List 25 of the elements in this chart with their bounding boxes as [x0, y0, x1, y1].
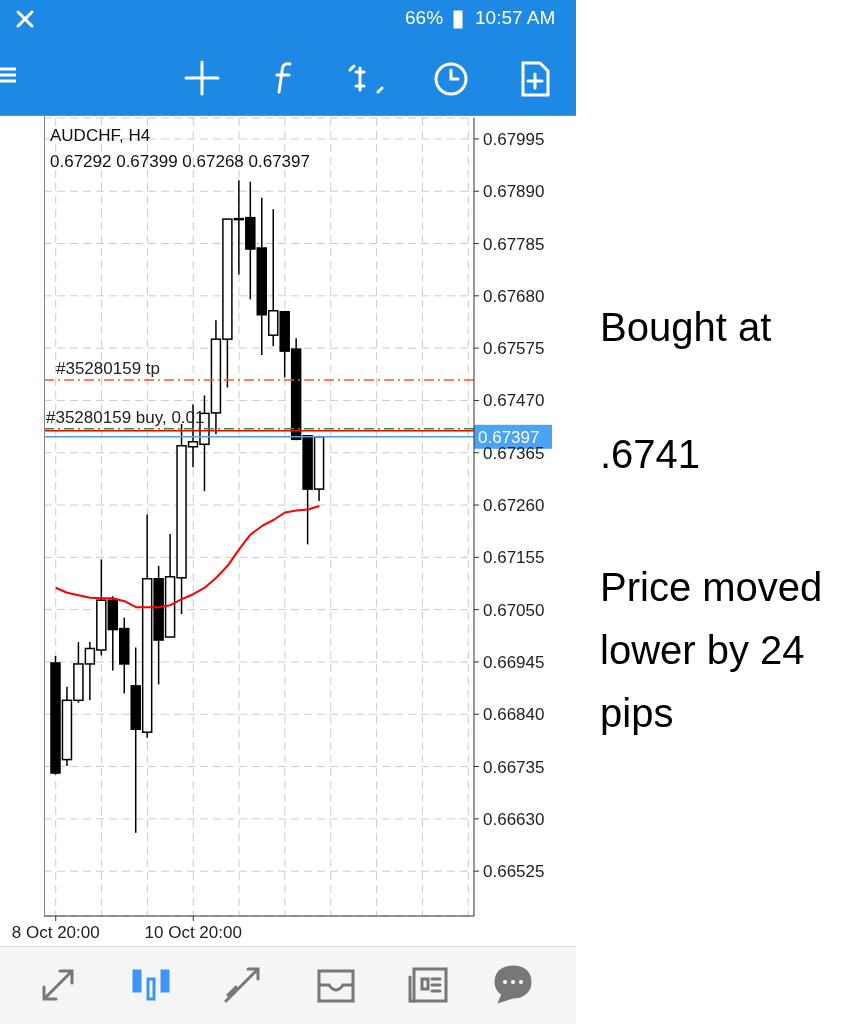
y-tick-label: 0.67155 [483, 548, 545, 568]
text: AUDCHF, H4 [50, 126, 151, 146]
x-tick-label: 8 Oct 20:00 [11, 923, 100, 942]
text: 10:57 AM [475, 7, 556, 29]
line-series [54, 505, 321, 609]
y-tick-label: 0.66840 [483, 705, 545, 725]
y-tick-label: 0.66525 [483, 862, 545, 882]
y-tick-label: 0.67575 [483, 339, 545, 359]
y-tick-label: 0.67260 [483, 496, 545, 516]
text: 0.67292 0.67399 0.67268 0.67397 [50, 152, 310, 172]
y-tick-label: 0.66945 [483, 652, 545, 672]
ref-line-label: #35280159 tp [56, 359, 160, 379]
text: 66% [405, 7, 444, 29]
x-tick-label: 10 Oct 20:00 [144, 923, 242, 942]
y-tick-label: 0.67995 [483, 129, 545, 149]
y-tick-label: 0.67050 [483, 600, 545, 620]
text: .6741 [600, 432, 701, 477]
y-tick-label: 0.67680 [483, 286, 545, 306]
text: Bought at [600, 305, 772, 350]
y-tick-label: 0.67890 [483, 182, 545, 202]
y-tick-label: 0.67470 [483, 391, 545, 411]
text: Price moved lower by 24 pips [600, 564, 824, 737]
y-tick-label: 0.66630 [483, 809, 545, 829]
y-tick-label: 0.67785 [483, 234, 545, 254]
y-tick-label: 0.66735 [483, 757, 545, 777]
